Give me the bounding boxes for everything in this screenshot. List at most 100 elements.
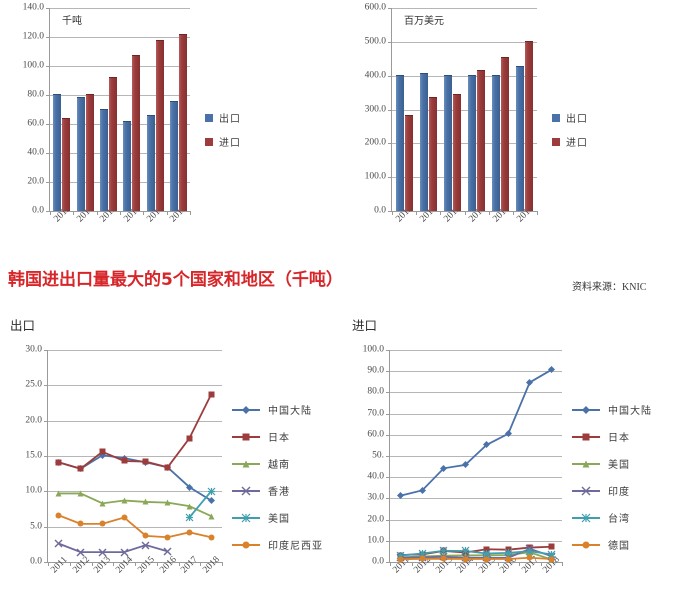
y-tick-mark xyxy=(388,177,392,179)
marker-德国-2016 xyxy=(505,556,512,563)
gridline xyxy=(50,182,190,183)
marker-香港-2016 xyxy=(163,547,172,556)
y-tick-label: 20.0 xyxy=(367,513,384,524)
page-title: 韩国进出口量最大的5个国家和地区（千吨） xyxy=(8,270,343,290)
line-中国大陆 xyxy=(400,369,552,497)
marker-美国-2018 xyxy=(207,487,216,496)
marker-中国大陆-2011 xyxy=(397,492,405,500)
marker-越南-2018 xyxy=(208,513,215,520)
bar-出口-2014 xyxy=(76,97,85,211)
y-tick-label: 400.0 xyxy=(364,69,386,80)
legend-label: 美国 xyxy=(608,460,630,471)
x-tick-mark xyxy=(113,562,115,566)
volume-bar-plot-area: 0.0 20.0 40.0 60.0 80.0 100.0 120.0 140.0 2013 20… xyxy=(23,3,191,224)
y-tick-label: 70.0 xyxy=(367,407,384,418)
x-tick-mark xyxy=(411,562,413,566)
marker-中国大陆-2016 xyxy=(504,430,512,438)
gridline xyxy=(392,109,537,111)
marker-日本-2017 xyxy=(526,544,533,551)
line-香港 xyxy=(58,542,168,554)
y-tick-mark xyxy=(46,66,50,67)
line-日本 xyxy=(58,394,212,470)
x-tick-mark xyxy=(519,562,520,566)
bar-进口-2015 xyxy=(108,77,117,211)
import-line-plot-area: 0.0 10.0 20.0 30.0 40.0 50. 60.0 70.0 80.0 90.0 10… xyxy=(363,345,563,575)
export-section-heading: 出口 xyxy=(10,318,36,333)
x-tick-mark xyxy=(135,562,136,566)
x-tick-mark xyxy=(464,211,466,215)
marker-德国-2011 xyxy=(397,556,404,563)
legend-label: 台湾 xyxy=(608,514,630,525)
legend-item-日本: 日本 xyxy=(572,429,652,444)
x-tick-mark xyxy=(537,211,538,215)
marker-香港-2014 xyxy=(120,548,129,557)
marker-印度尼西亚-2016 xyxy=(164,534,171,541)
x-tick-mark xyxy=(156,562,158,566)
line-series-layer xyxy=(400,369,552,561)
x-tick-mark xyxy=(50,211,51,215)
y-axis-line xyxy=(391,8,392,212)
gridline xyxy=(390,498,562,500)
marker-印度尼西亚-2014 xyxy=(121,514,128,521)
gridline xyxy=(48,456,222,457)
y-tick-mark xyxy=(44,385,48,387)
legend-marker-印度 xyxy=(572,486,600,496)
value-unit-label: 百万美元 xyxy=(404,16,444,27)
marker-越南-2016 xyxy=(164,499,171,506)
marker-德国-2017 xyxy=(526,554,533,561)
y-tick-mark xyxy=(46,37,50,38)
bar-进口-2018 xyxy=(525,40,534,211)
bar-出口-2016 xyxy=(123,120,132,211)
y-tick-mark xyxy=(386,540,390,542)
bar-出口-2015 xyxy=(443,75,452,211)
y-tick-mark xyxy=(46,8,50,9)
bar-进口-2017 xyxy=(155,39,164,211)
legend-swatch-export xyxy=(205,113,213,122)
legend-swatch-import xyxy=(205,137,213,146)
legend-symbol xyxy=(582,405,590,414)
legend-symbol xyxy=(582,460,590,468)
bar-出口-2013 xyxy=(395,75,404,211)
y-tick-mark xyxy=(44,562,48,563)
y-axis-line xyxy=(47,350,48,563)
marker-越南-2011 xyxy=(55,490,62,497)
marker-台湾-2015 xyxy=(482,549,491,558)
marker-德国-2012 xyxy=(419,555,426,562)
legend-symbol xyxy=(581,486,591,495)
marker-德国-2015 xyxy=(483,556,490,563)
legend-label: 中国大陆 xyxy=(608,406,652,417)
bar-进口-2017 xyxy=(501,56,510,211)
legend-label: 中国大陆 xyxy=(268,406,312,417)
gridline xyxy=(48,491,222,493)
marker-台湾-2014 xyxy=(461,547,470,555)
bar-出口-2018 xyxy=(516,65,525,211)
y-tick-mark xyxy=(46,153,50,154)
y-tick-mark xyxy=(44,526,48,528)
bar-出口-2016 xyxy=(468,75,477,211)
legend-label: 德国 xyxy=(608,541,630,552)
legend-item-中国大陆: 中国大陆 xyxy=(572,402,652,417)
y-tick-mark xyxy=(386,434,390,436)
gridline xyxy=(390,413,562,415)
x-tick-mark xyxy=(540,562,542,566)
y-tick-mark xyxy=(388,109,392,111)
legend-label: 日本 xyxy=(268,433,290,444)
legend-symbol xyxy=(582,433,590,441)
volume-bar-chart-panel: 0.0 20.0 40.0 60.0 80.0 100.0 120.0 140.0 2013 20… xyxy=(0,0,340,250)
y-tick-mark xyxy=(46,95,50,96)
legend-label: 印度 xyxy=(608,487,630,498)
y-tick-label: 15.0 xyxy=(25,450,42,461)
gridline xyxy=(392,8,537,9)
y-tick-label: 40.0 xyxy=(27,147,44,158)
marker-印度尼西亚-2012 xyxy=(77,520,84,527)
marker-中国大陆-2017 xyxy=(526,378,534,386)
marker-越南-2015 xyxy=(142,498,149,505)
marker-日本-2012 xyxy=(77,465,84,472)
x-tick-mark xyxy=(416,211,418,215)
marker-中国大陆-2015 xyxy=(483,441,491,449)
x-tick-mark xyxy=(69,562,71,566)
marker-日本-2015 xyxy=(142,458,149,465)
y-tick-mark xyxy=(44,491,48,493)
y-tick-label: 300.0 xyxy=(364,103,386,114)
volume-legend: 出口 进口 xyxy=(205,110,241,158)
